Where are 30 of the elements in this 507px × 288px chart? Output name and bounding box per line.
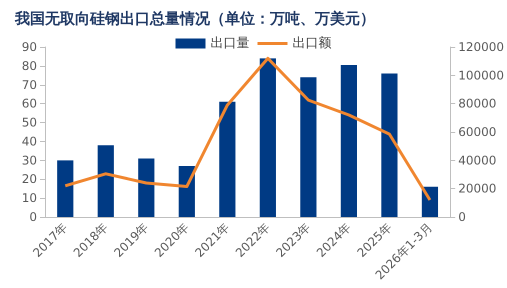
y2-tick-label: 100000 [458, 68, 504, 82]
y2-tick-label: 120000 [458, 40, 504, 54]
bar [57, 160, 74, 217]
y-tick-label: 80 [22, 58, 37, 73]
y2-tick-label: 80000 [458, 96, 496, 111]
y-tick-label: 60 [22, 96, 37, 111]
y2-tick-label: 40000 [458, 153, 496, 168]
legend-label: 出口额 [292, 36, 332, 51]
y-tick-label: 70 [22, 78, 37, 92]
y-tick-label: 30 [22, 153, 37, 168]
y2-tick-label: 60000 [458, 125, 496, 139]
bar [178, 166, 195, 217]
bar [260, 58, 276, 217]
bar [138, 158, 154, 217]
y-tick-label: 40 [22, 134, 37, 148]
bar [381, 73, 398, 217]
y-tick-label: 20 [22, 172, 37, 186]
y-tick-label: 90 [22, 40, 37, 54]
line-series [64, 56, 432, 202]
chart-title: 我国无取向硅钢出口总量情况（单位：万吨、万美元） [14, 10, 375, 28]
bar [340, 64, 357, 217]
bar [98, 145, 114, 217]
legend-label: 出口量 [210, 36, 250, 51]
y-tick-label: 0 [29, 210, 37, 224]
y-tick-label: 10 [22, 191, 37, 206]
y-tick-label: 50 [22, 116, 37, 130]
bar [300, 77, 316, 217]
bar [219, 102, 236, 217]
y2-tick-label: 20000 [458, 182, 496, 196]
y2-tick-label: 0 [458, 210, 466, 224]
